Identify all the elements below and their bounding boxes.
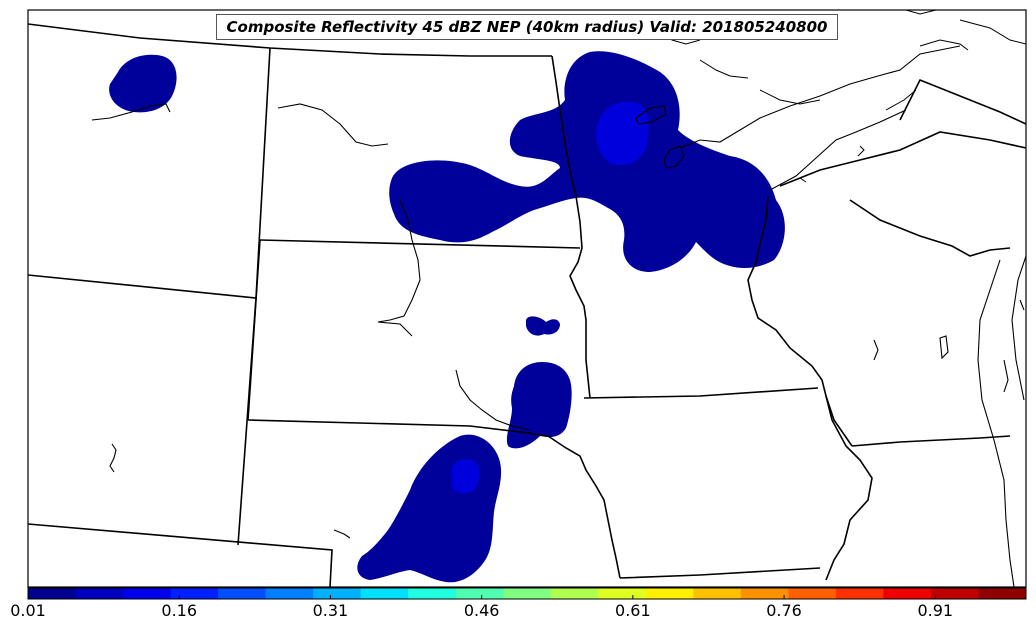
colorbar-segment bbox=[740, 588, 789, 599]
border-idaho-montana bbox=[28, 274, 257, 299]
colorbar-segment bbox=[265, 588, 314, 599]
lake-canada-4 bbox=[905, 10, 937, 15]
colorbar-segment bbox=[883, 588, 932, 599]
border-wisconsin-illinois bbox=[851, 435, 1011, 447]
colorbar-segment bbox=[788, 588, 837, 599]
border-nd-sd bbox=[259, 239, 581, 249]
border-wyoming-south bbox=[28, 523, 333, 587]
colorbar-segment bbox=[170, 588, 219, 599]
border-iowa-illinois-river bbox=[825, 395, 873, 581]
coastlines bbox=[91, 45, 1026, 587]
colorbar-segment bbox=[123, 588, 172, 599]
colorbar-segment bbox=[218, 588, 267, 599]
lake-michigan-east bbox=[1011, 255, 1026, 401]
colorbar-segment bbox=[455, 588, 504, 599]
lake-michigan-west bbox=[977, 259, 1015, 587]
border-michigan-wisconsin bbox=[849, 199, 1011, 257]
colorbar-segment bbox=[408, 588, 457, 599]
blob-minnesota-core bbox=[596, 101, 649, 166]
colorbar-segment bbox=[75, 588, 124, 599]
colorbar-tick-label: 0.31 bbox=[312, 601, 349, 620]
border-montana-dakotas bbox=[247, 239, 261, 421]
border-upper-peninsula bbox=[779, 131, 1026, 187]
border-minnesota-iowa bbox=[583, 387, 819, 399]
missouri-river bbox=[377, 199, 421, 337]
border-canada-us bbox=[28, 23, 552, 57]
colorbar-tick-label: 0.46 bbox=[463, 601, 500, 620]
canada-lakes bbox=[639, 10, 1026, 183]
colorbar-segment bbox=[930, 588, 979, 599]
lake-wi bbox=[939, 335, 949, 360]
lake-canada-2 bbox=[699, 59, 749, 79]
lake-superior-south bbox=[769, 109, 907, 191]
colorbar-segment bbox=[360, 588, 409, 599]
border-minnesota-wisconsin bbox=[747, 195, 853, 447]
lake-red bbox=[635, 105, 667, 125]
colorbar-tick-label: 0.76 bbox=[766, 601, 802, 620]
colorbar-tick-label: 0.61 bbox=[615, 601, 651, 620]
colorbar-segment bbox=[978, 588, 1027, 599]
colorbar-tick-label: 0.16 bbox=[161, 601, 198, 620]
colorbar-segment bbox=[503, 588, 552, 599]
map-frame bbox=[27, 9, 1027, 588]
colorbar-tick-label: 0.01 bbox=[10, 601, 46, 620]
colorbar bbox=[27, 587, 1027, 600]
blob-nebraska-iowa bbox=[506, 362, 572, 449]
map-title: Composite Reflectivity 45 dBZ NEP (40km … bbox=[216, 14, 838, 40]
colorbar-segment bbox=[598, 588, 647, 599]
colorbar-segment bbox=[28, 588, 77, 599]
lake-canada-7 bbox=[959, 19, 1026, 45]
colorbar-tick-label: 0.91 bbox=[917, 601, 954, 620]
kansas-lake bbox=[333, 529, 351, 539]
wyoming-lake bbox=[109, 443, 117, 473]
lake-canada-6 bbox=[885, 89, 917, 111]
lake-superior-island-2 bbox=[799, 177, 807, 183]
border-nd-minnesota bbox=[551, 55, 591, 399]
border-iowa-river-west bbox=[547, 435, 621, 579]
border-iowa-missouri bbox=[619, 567, 821, 579]
montana-river bbox=[277, 103, 389, 147]
border-sd-nebraska bbox=[247, 419, 549, 437]
lake-mn-small bbox=[663, 145, 685, 169]
colorbar-segment bbox=[645, 588, 694, 599]
colorbar-segment bbox=[693, 588, 742, 599]
lake-wi-2 bbox=[873, 339, 879, 361]
blob-dakotas-minnesota bbox=[389, 51, 785, 272]
probability-areas bbox=[109, 51, 785, 583]
colorbar-border bbox=[27, 587, 1027, 600]
lake-canada-3 bbox=[759, 89, 821, 105]
nebraska-river bbox=[455, 369, 531, 431]
state-boundaries bbox=[28, 23, 1026, 587]
lake-superior-island bbox=[857, 145, 865, 157]
lake-green-bay bbox=[1003, 359, 1009, 393]
blob-kansas-core bbox=[452, 459, 480, 494]
blob-south-dakota-small bbox=[526, 316, 560, 336]
lake-mi-islands bbox=[1019, 299, 1025, 311]
colorbar-segment bbox=[313, 588, 362, 599]
lake-superior-shore bbox=[679, 45, 961, 149]
idaho-river bbox=[91, 103, 171, 121]
lake-canada-5 bbox=[919, 39, 969, 51]
blob-idaho-montana bbox=[109, 54, 177, 113]
colorbar-segment bbox=[550, 588, 599, 599]
colorbar-segment bbox=[835, 588, 884, 599]
border-canada-east bbox=[899, 78, 1026, 125]
